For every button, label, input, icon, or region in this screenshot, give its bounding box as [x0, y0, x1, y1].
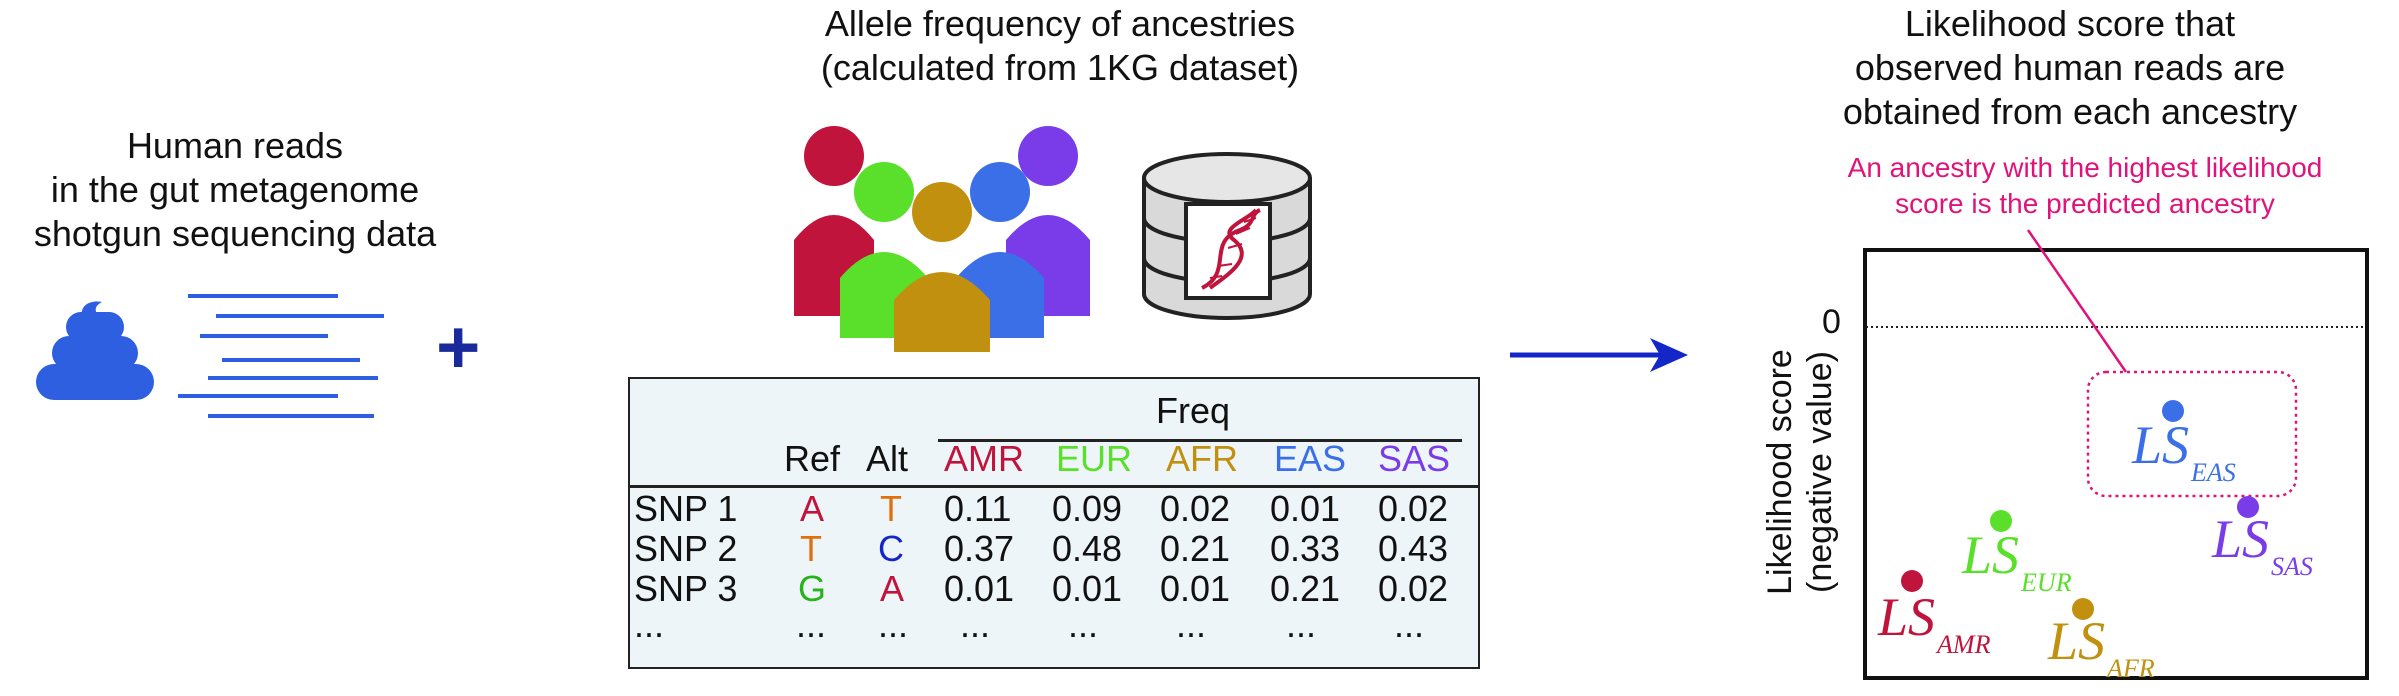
row-4-sas: ... — [1394, 604, 1425, 645]
row-3-ref: G — [798, 568, 827, 609]
column-header-rule — [630, 485, 1478, 488]
sequencing-reads-icon — [178, 294, 384, 418]
right-arrow-icon — [1510, 338, 1688, 372]
point-eas — [2162, 400, 2184, 422]
ancestry-header-eur: EUR — [1056, 438, 1133, 479]
row-2-snp: SNP 2 — [634, 528, 738, 569]
row-1-eas: 0.01 — [1270, 488, 1341, 529]
population-people-icon — [794, 126, 1090, 352]
reads-title-line-1: Human reads — [126, 125, 344, 166]
ls-sas-base: LS — [2212, 509, 2270, 569]
ref-header: Ref — [784, 438, 841, 479]
row-3-eur: 0.01 — [1052, 568, 1123, 609]
ancestry-header-afr: AFR — [1166, 438, 1238, 479]
reads-title: Human reads in the gut metagenome shotgu… — [10, 124, 460, 256]
row-1-afr: 0.02 — [1160, 488, 1231, 529]
row-4-eur: ... — [1068, 604, 1099, 645]
ls-eur-label: LSEUR — [1962, 528, 2072, 610]
plot-overlay — [1866, 229, 2366, 620]
ls-afr-sub: AFR — [2107, 654, 2155, 683]
predicted-ancestry-highlight-box — [2086, 370, 2298, 498]
allele-frequency-title: Allele frequency of ancestries (calculat… — [700, 2, 1420, 90]
row-3-amr: 0.01 — [944, 568, 1015, 609]
ancestry-header-sas: SAS — [1378, 438, 1451, 479]
ls-sas-sub: SAS — [2271, 552, 2313, 581]
row-1-amr: 0.11 — [944, 488, 1012, 529]
feces-icon — [36, 301, 154, 400]
plus-sign: + — [436, 305, 481, 390]
ls-eas-sub: EAS — [2191, 458, 2236, 487]
row-3-eas: 0.21 — [1270, 568, 1341, 609]
ls-amr-base: LS — [1878, 587, 1936, 647]
row-2-sas: 0.43 — [1378, 528, 1449, 569]
row-4-snp: ... — [634, 604, 665, 645]
allele-title-line-1: Allele frequency of ancestries — [824, 3, 1296, 44]
row-4-alt: ... — [878, 604, 909, 645]
prediction-annotation: An ancestry with the highest likelihood … — [1790, 150, 2380, 222]
freq-header-rule — [938, 439, 1462, 442]
ls-sas-label: LSSAS — [2212, 512, 2313, 594]
ls-afr-label: LSAFR — [2048, 614, 2155, 696]
point-afr — [2072, 598, 2094, 620]
allele-title-line-2: (calculated from 1KG dataset) — [820, 47, 1300, 88]
ls-eas-base: LS — [2132, 415, 2190, 475]
row-2-ref: T — [800, 528, 822, 569]
dna-database-icon — [1142, 152, 1312, 320]
ls-afr-base: LS — [2048, 611, 2106, 671]
row-2-afr: 0.21 — [1160, 528, 1231, 569]
row-1-eur: 0.09 — [1052, 488, 1123, 529]
row-3-alt: A — [880, 568, 905, 609]
row-4-amr: ... — [960, 604, 991, 645]
row-2-eas: 0.33 — [1270, 528, 1341, 569]
y-axis-label-line-1: Likelihood score — [1761, 349, 1799, 595]
likelihood-title-line-2: observed human reads are — [1854, 47, 2286, 88]
ls-amr-sub: AMR — [1937, 630, 1991, 659]
row-1-ref: A — [800, 488, 825, 529]
point-amr — [1901, 570, 1923, 592]
zero-label: 0 — [1822, 303, 1841, 341]
row-4-ref: ... — [796, 604, 827, 645]
ls-amr-label: LSAMR — [1878, 590, 1990, 672]
annotation-pointer-line — [2026, 229, 2128, 373]
allele-frequency-table: Freq Ref Alt AMR EUR AFR EAS SAS SNP 1 A… — [628, 377, 1480, 669]
ls-eur-sub: EUR — [2021, 568, 2072, 597]
likelihood-plot-area — [1863, 248, 2369, 680]
row-1-alt: T — [880, 488, 902, 529]
row-3-snp: SNP 3 — [634, 568, 738, 609]
likelihood-title-line-1: Likelihood score that — [1904, 3, 2236, 44]
row-2-alt: C — [878, 528, 904, 569]
likelihood-title: Likelihood score that observed human rea… — [1780, 2, 2360, 134]
point-sas — [2237, 496, 2259, 518]
row-2-amr: 0.37 — [944, 528, 1015, 569]
row-1-sas: 0.02 — [1378, 488, 1449, 529]
row-2-eur: 0.48 — [1052, 528, 1123, 569]
likelihood-title-line-3: obtained from each ancestry — [1842, 91, 2298, 132]
ancestry-header-eas: EAS — [1274, 438, 1347, 479]
ls-eas-label: LSEAS — [2132, 418, 2236, 500]
ancestry-header-amr: AMR — [944, 438, 1024, 479]
freq-header: Freq — [1156, 390, 1231, 431]
reads-title-line-2: in the gut metagenome — [50, 169, 420, 210]
row-4-afr: ... — [1176, 604, 1207, 645]
ls-eur-base: LS — [1962, 525, 2020, 585]
row-3-afr: 0.01 — [1160, 568, 1231, 609]
row-3-sas: 0.02 — [1378, 568, 1449, 609]
reads-title-line-3: shotgun sequencing data — [33, 213, 437, 254]
alt-header: Alt — [866, 438, 909, 479]
point-eur — [1990, 510, 2012, 532]
annotation-line-1: An ancestry with the highest likelihood — [1847, 152, 2323, 183]
annotation-line-2: score is the predicted ancestry — [1895, 188, 2275, 219]
row-4-eas: ... — [1286, 604, 1317, 645]
row-1-snp: SNP 1 — [634, 488, 738, 529]
